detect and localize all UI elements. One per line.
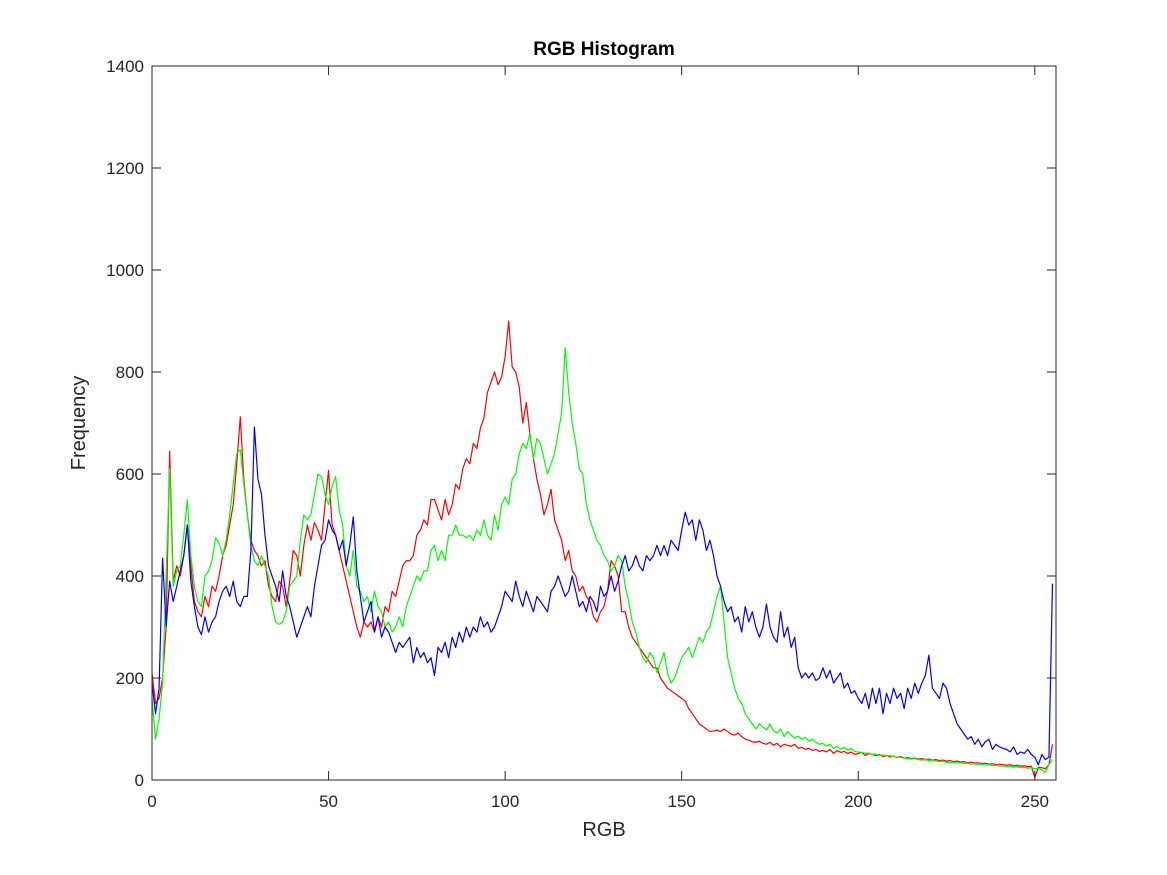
y-tick-labels: 0 200 400 600 800 1000 1200 1400: [106, 57, 144, 790]
series-layer: [151, 320, 1054, 779]
x-tick-label: 100: [491, 792, 519, 811]
x-tick-labels: 0 50 100 150 200 250: [147, 792, 1049, 811]
x-tick-label: 150: [668, 792, 696, 811]
y-tick-label: 800: [116, 363, 144, 382]
x-tick-label: 0: [147, 792, 156, 811]
tick-marks: [151, 65, 1056, 781]
y-axis-label: Frequency: [68, 376, 90, 471]
x-tick-label: 50: [319, 792, 338, 811]
x-axis-label: RGB: [582, 819, 625, 841]
blue-channel-line: [151, 426, 1054, 766]
y-tick-label: 400: [116, 567, 144, 586]
green-channel-line: [151, 346, 1053, 773]
x-tick-label: 250: [1021, 792, 1049, 811]
chart-title: RGB Histogram: [533, 39, 674, 60]
y-tick-label: 1200: [106, 159, 144, 178]
y-tick-label: 1400: [106, 57, 144, 76]
y-tick-label: 1000: [106, 261, 144, 280]
plot-area: [152, 66, 1056, 780]
y-tick-label: 0: [135, 771, 144, 790]
y-tick-label: 200: [116, 669, 144, 688]
x-tick-label: 200: [844, 792, 872, 811]
y-tick-label: 600: [116, 465, 144, 484]
axes-box: [151, 65, 1057, 781]
